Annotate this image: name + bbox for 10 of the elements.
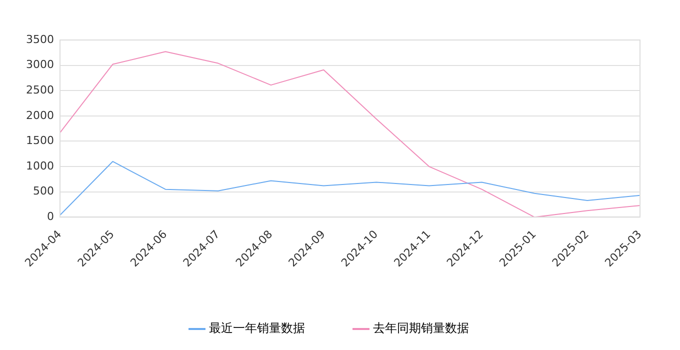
y-tick-label: 0 <box>46 210 54 224</box>
y-tick-label: 2500 <box>26 83 54 96</box>
y-tick-label: 1000 <box>26 159 54 172</box>
y-tick-label: 2000 <box>26 108 54 122</box>
legend-label: 最近一年销量数据 <box>209 321 305 336</box>
y-tick-label: 500 <box>32 184 54 198</box>
legend-label: 去年同期销量数据 <box>373 321 469 336</box>
y-tick-label: 3000 <box>26 58 54 72</box>
y-tick-label: 1500 <box>26 134 54 148</box>
y-tick-label: 3500 <box>26 32 54 46</box>
